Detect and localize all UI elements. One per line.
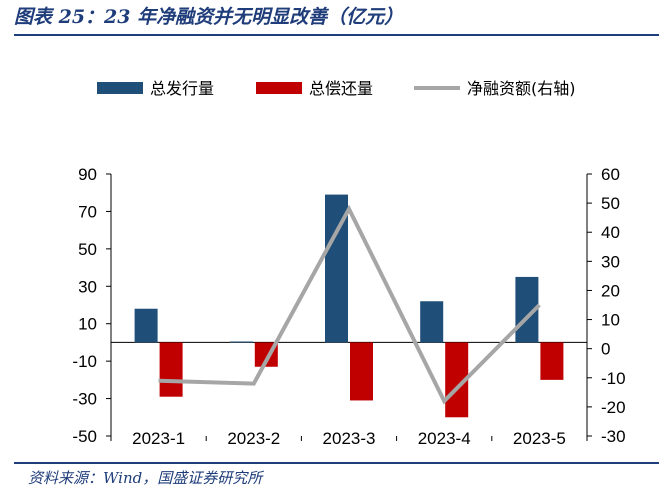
source-note: 资料来源：Wind，国盛证券研究所 (28, 469, 263, 487)
axes: 90 70 50 30 10 -10 -30 -50 60 50 40 30 20 10 0 -10 -20 -3… (72, 165, 625, 448)
left-tick-label: 50 (78, 240, 97, 259)
bar-issuance (229, 341, 253, 343)
legend-label-issuance: 总发行量 (150, 79, 214, 98)
right-tick-label: -20 (601, 398, 626, 417)
x-tick-label: 2023-2 (227, 429, 280, 448)
right-tick-label: 60 (601, 165, 620, 184)
x-tick-label: 2023-3 (323, 429, 376, 448)
right-tick-label: -30 (601, 427, 626, 446)
legend-label-repayment: 总偿还量 (309, 79, 373, 98)
bar-repayment (159, 342, 183, 397)
left-tick-label: -30 (72, 390, 97, 409)
net-financing-polyline (158, 204, 541, 405)
net-financing-line (158, 204, 541, 405)
left-tick-label: -50 (72, 427, 97, 446)
legend: 总发行量 总偿还量 净融资额(右轴) (97, 79, 576, 98)
title-divider (14, 34, 659, 36)
bar-issuance (134, 308, 158, 343)
right-tick-label: 0 (601, 340, 610, 359)
right-tick-label: 30 (601, 252, 620, 271)
bar-repayment (445, 342, 469, 418)
right-tick-label: 50 (601, 194, 620, 213)
right-tick-label: 10 (601, 311, 620, 330)
bar-repayment (350, 342, 373, 401)
right-tick-label: 20 (601, 281, 620, 300)
left-tick-label: 10 (78, 315, 97, 334)
legend-swatch-issuance (97, 82, 143, 94)
x-tick-label: 2023-5 (513, 429, 566, 448)
left-tick-label: -10 (72, 352, 97, 371)
right-tick-label: 40 (601, 223, 620, 242)
left-tick-label: 70 (78, 202, 97, 221)
legend-label-net-financing: 净融资额(右轴) (467, 79, 576, 98)
left-tick-label: 30 (78, 277, 97, 296)
x-tick-label: 2023-4 (418, 429, 471, 448)
source-divider (14, 462, 659, 464)
right-tick-label: -10 (601, 369, 626, 388)
bar-issuance (420, 301, 444, 343)
x-tick-label: 2023-1 (132, 429, 185, 448)
bar-repayment (540, 342, 564, 380)
left-tick-label: 90 (78, 165, 97, 184)
legend-swatch-repayment (256, 82, 302, 94)
bar-issuance (325, 194, 348, 343)
chart-title: 图表 25：23 年净融资并无明显改善（亿元） (14, 6, 404, 28)
